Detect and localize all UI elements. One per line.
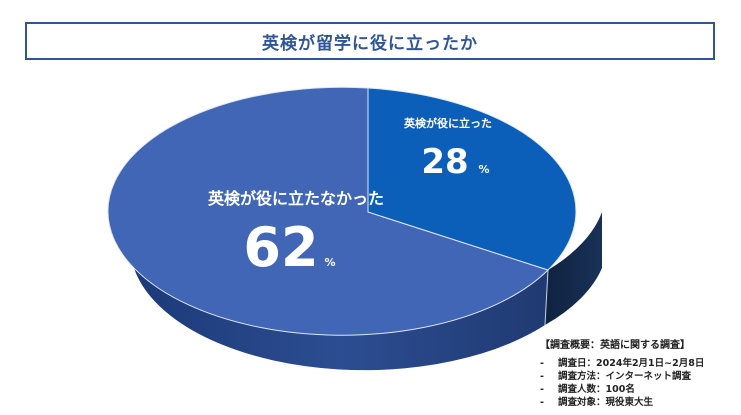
slice-unit-small: % — [478, 163, 489, 176]
slice-label-small: 英検が役に立った — [403, 116, 492, 130]
slice-value-small: 28 — [421, 142, 468, 182]
survey-item-count: - 調査人数：100名 — [540, 384, 635, 395]
pie-side-small — [545, 212, 602, 325]
chart-title-box: 英検が留学に役に立ったか — [25, 22, 715, 60]
pie-side-large — [134, 212, 548, 371]
survey-list: - 調査日：2024年2月1日~2月8日 - 調査方法：インターネット調査 - 調査人… — [540, 357, 735, 409]
chart-title: 英検が留学に役に立ったか — [262, 33, 478, 54]
survey-item-date: - 調査日：2024年2月1日~2月8日 — [540, 358, 705, 369]
slice-unit-large: % — [324, 256, 335, 269]
pie-slice-large — [107, 86, 549, 336]
slice-label-large: 英検が役に立たなかった — [207, 189, 384, 208]
pie-slice-small — [367, 87, 577, 271]
slice-value-large: 62 — [243, 216, 318, 279]
survey-item-method: - 調査方法：インターネット調査 — [540, 371, 692, 382]
survey-item-target: - 調査対象：現役東大生 — [540, 397, 654, 408]
survey-summary: 【調査概要：英語に関する調査】 - 調査日：2024年2月1日~2月8日 - 調査方… — [540, 336, 735, 409]
pie-side-edge — [544, 269, 549, 326]
survey-heading: 【調査概要：英語に関する調査】 — [540, 340, 690, 351]
